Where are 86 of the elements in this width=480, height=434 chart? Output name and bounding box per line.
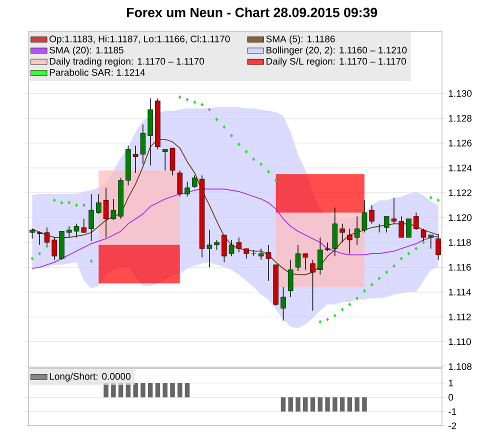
- point: [318, 320, 322, 324]
- point: [252, 157, 256, 161]
- y-tick-label: -2: [448, 422, 456, 429]
- candlestick: [436, 233, 441, 260]
- candlestick: [30, 228, 35, 239]
- point: [385, 270, 388, 274]
- point: [75, 203, 78, 207]
- candlestick: [288, 259, 294, 298]
- y-tick-label: 1.122: [448, 189, 472, 196]
- legend-label: SMA (5): 1.1186: [266, 35, 335, 44]
- candlestick: [192, 174, 198, 188]
- point: [429, 196, 432, 200]
- candlestick: [96, 193, 102, 214]
- candlestick: [340, 223, 345, 243]
- point: [244, 150, 248, 154]
- candlestick: [52, 236, 57, 260]
- point: [68, 200, 71, 204]
- y-tick-label: -1: [448, 408, 456, 415]
- candlestick: [88, 193, 94, 242]
- y-tick-label: 1.124: [448, 164, 472, 172]
- candlestick: [347, 228, 352, 254]
- point: [90, 259, 93, 263]
- point: [260, 162, 263, 166]
- candlestick: [177, 170, 183, 197]
- legend-label: Daily S/L region: 1.1170 – 1.1170: [266, 58, 406, 66]
- point: [30, 256, 34, 260]
- point: [46, 244, 48, 248]
- point: [356, 296, 358, 300]
- candlestick: [414, 212, 419, 230]
- point: [348, 302, 352, 306]
- y-tick-label: 1.110: [448, 338, 471, 345]
- candlestick: [369, 204, 374, 224]
- point: [193, 100, 196, 104]
- point: [422, 240, 425, 244]
- y-tick-label: 0: [448, 394, 454, 400]
- point: [436, 198, 440, 202]
- point: [340, 307, 344, 312]
- point: [400, 256, 403, 260]
- y-tick-label: 1.112: [448, 313, 471, 320]
- y-tick-label: 1.118: [448, 238, 471, 246]
- point: [274, 178, 278, 182]
- point: [186, 98, 189, 102]
- candlestick: [280, 286, 286, 321]
- point: [392, 264, 396, 268]
- chart-title: Forex um Neun - Chart 28.09.2015 09:39: [127, 7, 378, 18]
- y-tick-label: 1.116: [448, 264, 471, 270]
- point: [333, 314, 336, 318]
- point: [238, 142, 240, 146]
- legend-label: Daily trading region: 1.1170 – 1.1170: [50, 58, 204, 66]
- y-tick-label: 1.120: [448, 214, 472, 221]
- point: [38, 252, 42, 256]
- y-tick-label: 1: [448, 380, 454, 386]
- legend-label: SMA (20): 1.1185: [50, 46, 124, 56]
- candlestick: [184, 181, 190, 197]
- point: [363, 288, 366, 293]
- candlestick: [66, 226, 72, 238]
- y-tick-label: 1.108: [448, 363, 472, 370]
- candlestick: [406, 218, 412, 238]
- y-tick-label: 1.114: [448, 288, 471, 296]
- candlestick: [318, 236, 323, 275]
- legend-label: Bollinger (20, 2): 1.1160 – 1.1210: [266, 46, 407, 56]
- point: [407, 252, 410, 256]
- y-tick-label: 1.130: [448, 90, 472, 97]
- y-tick-label: 1.128: [448, 114, 472, 122]
- candlestick: [222, 234, 227, 262]
- point: [200, 102, 204, 106]
- point: [222, 124, 226, 129]
- y-tick-label: 1.126: [448, 140, 472, 146]
- point: [326, 317, 329, 322]
- legend-label: Parabolic SAR: 1.1214: [50, 68, 145, 76]
- point: [60, 200, 64, 204]
- legend-label: Long/Short: 0.0000: [50, 372, 130, 382]
- point: [178, 95, 182, 99]
- point: [215, 117, 218, 122]
- candlestick: [398, 216, 404, 238]
- point: [370, 282, 374, 286]
- point: [52, 198, 56, 202]
- candlestick: [214, 239, 220, 250]
- point: [267, 170, 270, 174]
- point: [208, 108, 211, 112]
- candlestick: [310, 259, 316, 311]
- legend-label: Op:1.1183, Hi:1.1187, Lo:1.1166, Cl:1.1170: [50, 35, 230, 44]
- point: [82, 203, 86, 207]
- point: [414, 246, 418, 250]
- point: [378, 276, 381, 280]
- point: [230, 134, 233, 138]
